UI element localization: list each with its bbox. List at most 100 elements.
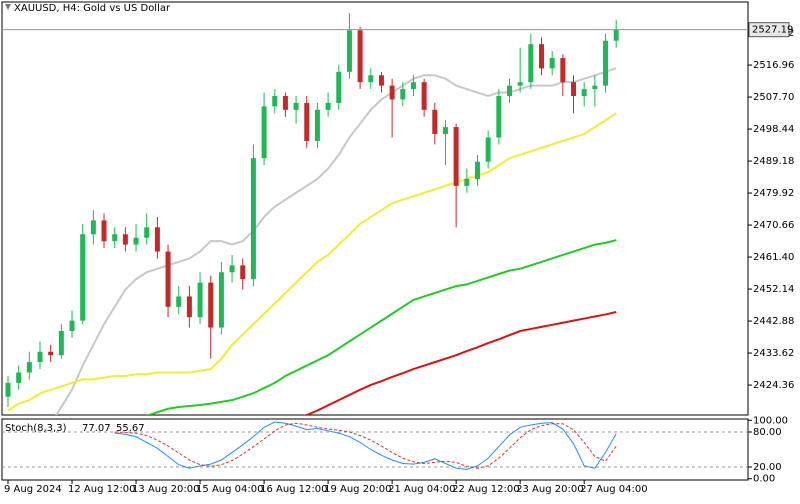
candle-body xyxy=(154,227,160,252)
candle-body xyxy=(240,265,246,280)
indicator-value: 55.67 xyxy=(116,423,145,434)
candle-body xyxy=(357,30,363,83)
candle-body xyxy=(133,237,139,245)
indicator-label: Stoch(8,3,3) xyxy=(5,423,67,434)
candle-body xyxy=(101,220,107,242)
main-panel xyxy=(1,1,749,416)
sub-y-tick-label: 100.00 xyxy=(753,415,788,426)
candle-body xyxy=(613,29,619,41)
candle-body xyxy=(571,82,577,97)
x-tick-label: 19 Aug 20:00 xyxy=(324,484,391,495)
candle-body xyxy=(69,320,75,332)
candle-body xyxy=(144,227,150,238)
moving-average xyxy=(7,112,617,412)
candle-body xyxy=(218,272,224,328)
candle-body xyxy=(5,382,11,397)
candle-body xyxy=(421,82,427,110)
sub-y-tick-label: 80.00 xyxy=(753,427,782,438)
candle-body xyxy=(272,96,278,107)
candle-body xyxy=(229,265,235,273)
candle-body xyxy=(250,158,256,280)
indicator-value: 77.07 xyxy=(82,423,111,434)
candle-body xyxy=(496,96,502,138)
candle-body xyxy=(506,85,512,97)
candle-body xyxy=(197,282,203,318)
candle-body xyxy=(474,161,480,179)
candle-body xyxy=(464,178,470,186)
candle-body xyxy=(58,331,64,356)
x-tick-label: 16 Aug 12:00 xyxy=(260,484,327,495)
candle-body xyxy=(293,102,299,110)
x-tick-label: 23 Aug 20:00 xyxy=(516,484,583,495)
candle-body xyxy=(592,85,598,90)
x-tick-label: 21 Aug 04:00 xyxy=(388,484,455,495)
y-tick-label: 2424.36 xyxy=(753,380,794,391)
candle-body xyxy=(314,109,320,141)
y-tick-label: 2498.44 xyxy=(753,124,794,135)
y-tick-label: 2516.96 xyxy=(753,60,794,71)
candle-body xyxy=(80,234,86,321)
candle-body xyxy=(400,89,406,100)
sub-layer xyxy=(2,421,748,470)
candle-body xyxy=(581,89,587,97)
candle-body xyxy=(90,220,96,235)
candle-body xyxy=(539,44,544,69)
sub-y-tick-label: 0.00 xyxy=(753,474,775,485)
x-tick-label: 9 Aug 2024 xyxy=(4,484,62,495)
candle-body xyxy=(261,106,267,159)
moving-average xyxy=(55,67,617,415)
candle-body xyxy=(389,85,395,100)
x-tick-label: 13 Aug 20:00 xyxy=(132,484,199,495)
candle-body xyxy=(453,127,459,186)
candle-body xyxy=(48,351,54,356)
candle-body xyxy=(186,296,192,318)
candle-body xyxy=(304,102,310,141)
sub-panel xyxy=(1,418,749,481)
candle-body xyxy=(432,109,438,135)
candle-body xyxy=(442,127,448,135)
candle-body xyxy=(560,57,566,83)
sub-y-tick-label: 20.00 xyxy=(753,462,782,473)
stoch-line xyxy=(114,422,617,469)
x-tick-label: 12 Aug 12:00 xyxy=(68,484,135,495)
stoch-line xyxy=(114,421,617,470)
candle-body xyxy=(325,102,331,110)
candle-body xyxy=(112,234,118,242)
candle-body xyxy=(485,137,491,162)
moving-average xyxy=(303,311,617,415)
x-tick-label: 15 Aug 04:00 xyxy=(196,484,263,495)
candle-body xyxy=(122,234,128,245)
y-tick-label: 2442.88 xyxy=(753,316,794,327)
candle-body xyxy=(410,82,416,90)
candle-body xyxy=(26,362,32,373)
candle-body xyxy=(165,251,171,307)
candle-body xyxy=(208,282,214,328)
y-tick-label: 2470.66 xyxy=(753,220,794,231)
chart-title: XAUUSD, H4: Gold vs US Dollar xyxy=(14,3,171,14)
candle-body xyxy=(336,71,342,103)
x-tick-label: 27 Aug 04:00 xyxy=(580,484,647,495)
current-price-label: 2527.19 xyxy=(752,25,793,36)
candle-body xyxy=(603,40,609,86)
y-tick-label: 2433.62 xyxy=(753,348,794,359)
candle-body xyxy=(528,44,534,83)
candle-body xyxy=(517,82,523,86)
current-price-box xyxy=(748,22,790,38)
candle-body xyxy=(16,372,22,383)
y-tick-label: 2489.18 xyxy=(753,156,794,167)
main-layer xyxy=(5,13,619,415)
y-tick-label: 2461.40 xyxy=(753,252,794,263)
x-tick-label: 22 Aug 12:00 xyxy=(452,484,519,495)
candle-body xyxy=(176,296,182,307)
candle-body xyxy=(549,57,555,69)
moving-average xyxy=(145,239,617,415)
y-tick-label: 2452.14 xyxy=(753,284,794,295)
candle-body xyxy=(378,75,384,86)
title-icon xyxy=(5,4,11,10)
y-tick-label: 2507.70 xyxy=(753,92,794,103)
candle-body xyxy=(282,96,288,110)
candle-body xyxy=(368,75,374,83)
y-tick-label: 2479.92 xyxy=(753,188,794,199)
